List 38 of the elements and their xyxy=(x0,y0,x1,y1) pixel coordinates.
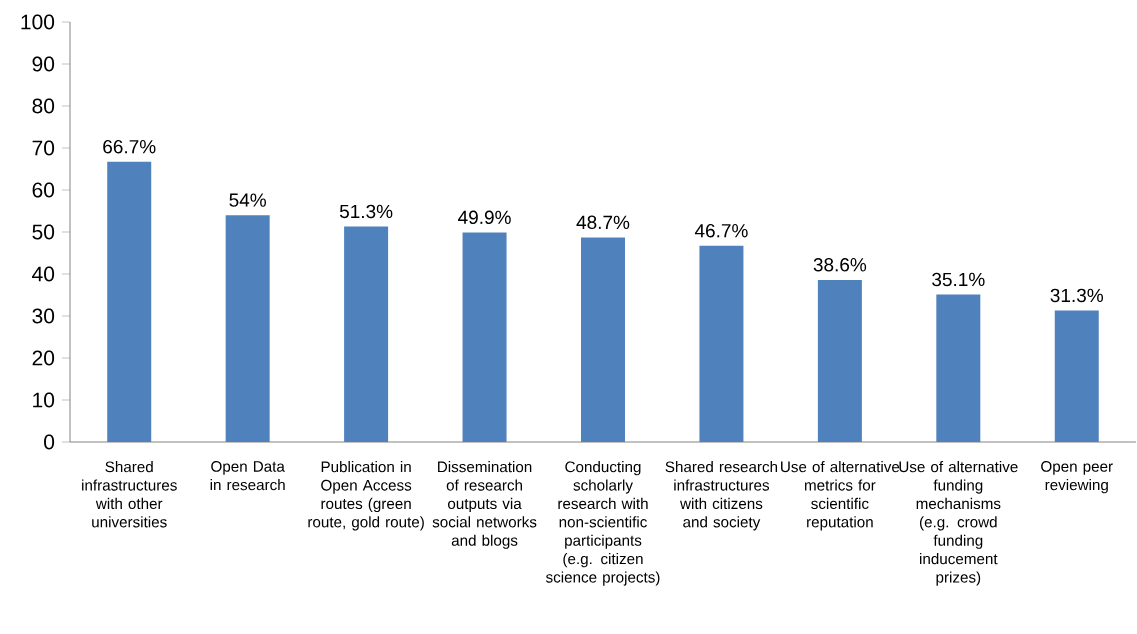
data-label: 35.1% xyxy=(932,272,985,287)
y-tick-label: 50 xyxy=(32,224,55,240)
y-tick-label: 30 xyxy=(32,308,55,324)
bar xyxy=(462,232,507,442)
y-tick-label: 20 xyxy=(32,350,55,366)
data-label: 49.9% xyxy=(458,210,511,225)
data-label: 31.3% xyxy=(1050,288,1104,303)
y-tick-label: 70 xyxy=(32,140,55,156)
bar xyxy=(699,245,744,442)
y-tick-label: 80 xyxy=(32,98,55,114)
y-tick-label: 0 xyxy=(44,434,55,450)
data-label: 46.7% xyxy=(694,224,748,238)
bar xyxy=(817,279,862,442)
data-label: 54% xyxy=(229,193,266,207)
x-tick-label: Open Data in research xyxy=(210,461,285,491)
y-tick-label: 40 xyxy=(32,266,55,282)
x-tick-label: Shared research infrastructures with citizens and society xyxy=(665,461,778,531)
y-tick-label: 90 xyxy=(32,56,55,72)
y-tick-label: 60 xyxy=(32,182,55,198)
bar xyxy=(107,161,152,442)
x-tick-label: Dissemination of research outputs via social networks and blogs xyxy=(432,461,537,549)
data-label: 48.7% xyxy=(576,215,630,230)
x-tick-label: Use of alternative metrics for scientific reputation xyxy=(781,461,900,531)
x-tick-label: Shared infrastructures with other universities xyxy=(82,461,177,528)
y-tick-label: 10 xyxy=(33,392,55,408)
bar xyxy=(344,226,389,442)
data-label: 66.7% xyxy=(103,140,156,154)
bar xyxy=(580,237,625,442)
x-tick-label: Conducting scholarly research with non-scientific participants (e.g. citizen science projects) xyxy=(545,461,660,586)
x-tick-label: Publication in Open Access routes (green route, gold route) xyxy=(308,461,424,531)
bar xyxy=(936,294,981,442)
bar xyxy=(1054,310,1099,442)
data-label: 51.3% xyxy=(339,204,393,219)
y-tick-label: 100 xyxy=(21,14,55,30)
data-label: 38.6% xyxy=(813,258,867,272)
bar xyxy=(225,215,270,442)
x-tick-label: Use of alternative funding mechanisms (e.g. crowd funding inducement prizes) xyxy=(899,461,1018,586)
x-tick-label: Open peer reviewing xyxy=(1041,461,1113,494)
